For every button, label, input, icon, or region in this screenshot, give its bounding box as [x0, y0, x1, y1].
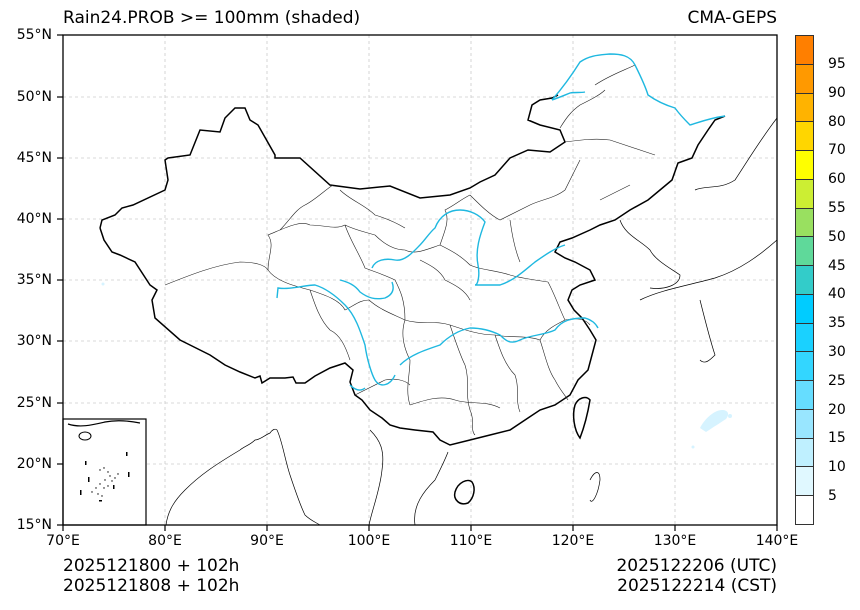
colorbar-segment [796, 93, 813, 123]
colorbar-segment [796, 151, 813, 180]
colorbar-label: 5 [828, 488, 837, 504]
init-time-block: 2025121800 + 102h 2025121808 + 102h [63, 556, 239, 596]
colorbar-label: 35 [828, 315, 846, 331]
south-china-sea-inset [62, 418, 147, 526]
lon-tick-label: 140°E [755, 533, 799, 549]
colorbar-label: 40 [828, 286, 846, 302]
colorbar-label: 50 [828, 229, 846, 245]
lon-tick-label: 80°E [148, 533, 182, 549]
valid-time-cst: 2025122214 (CST) [617, 576, 777, 596]
colorbar-label: 45 [828, 258, 846, 274]
colorbar-label: 90 [828, 85, 846, 101]
map-title: Rain24.PROB >= 100mm (shaded) [63, 8, 361, 28]
colorbar-label: 60 [828, 171, 846, 187]
lon-tick-label: 100°E [347, 533, 391, 549]
colorbar-segment [796, 179, 813, 209]
rivers [276, 53, 726, 391]
colorbar-label: 30 [828, 344, 846, 360]
colorbar-segment [796, 323, 813, 353]
lat-tick-label: 25°N [16, 395, 52, 411]
gridlines [63, 35, 777, 525]
lat-tick-label: 30°N [16, 333, 52, 349]
colorbar-segment [796, 438, 813, 468]
lat-tick-label: 35°N [16, 272, 52, 288]
init-time-cst: 2025121808 + 102h [63, 576, 240, 596]
colorbar-segment [796, 352, 813, 382]
colorbar-label: 25 [828, 373, 846, 389]
colorbar-segment [796, 266, 813, 295]
model-source-label: CMA-GEPS [687, 8, 777, 28]
provincial-boundaries [164, 64, 656, 436]
colorbar-label: 95 [828, 56, 846, 72]
lat-tick-label: 40°N [16, 211, 52, 227]
lon-tick-label: 70°E [46, 533, 80, 549]
valid-time-block: 2025122206 (UTC) 2025122214 (CST) [616, 556, 777, 596]
lon-tick-label: 120°E [551, 533, 595, 549]
colorbar-segment [796, 237, 813, 267]
lon-tick-label: 110°E [449, 533, 493, 549]
colorbar-label: 70 [828, 142, 846, 158]
init-time-utc: 2025121800 + 102h [63, 556, 240, 576]
colorbar-segment [796, 496, 813, 525]
axis-ticks [57, 34, 778, 531]
colorbar-segment [796, 64, 813, 94]
lon-tick-label: 90°E [250, 533, 284, 549]
colorbar [795, 35, 814, 525]
national-boundary [99, 94, 726, 505]
colorbar-segment [796, 294, 813, 324]
colorbar-segment [796, 381, 813, 410]
colorbar-label: 55 [828, 200, 846, 216]
colorbar-segment [796, 409, 813, 439]
valid-time-utc: 2025122206 (UTC) [616, 556, 777, 576]
lat-tick-label: 20°N [16, 456, 52, 472]
colorbar-segment [796, 467, 813, 497]
lat-tick-label: 15°N [16, 517, 52, 533]
lat-tick-label: 50°N [16, 89, 52, 105]
colorbar-segment [796, 122, 813, 152]
colorbar-segment [796, 36, 813, 65]
colorbar-label: 80 [828, 114, 846, 130]
probability-shading [101, 282, 732, 449]
colorbar-label: 10 [828, 459, 846, 475]
colorbar-segment [796, 208, 813, 238]
lon-tick-label: 130°E [653, 533, 697, 549]
colorbar-label: 15 [828, 430, 846, 446]
lat-tick-label: 55°N [16, 27, 52, 43]
lat-tick-label: 45°N [16, 150, 52, 166]
coastline-and-neighbour-borders [72, 117, 778, 526]
colorbar-label: 20 [828, 402, 846, 418]
